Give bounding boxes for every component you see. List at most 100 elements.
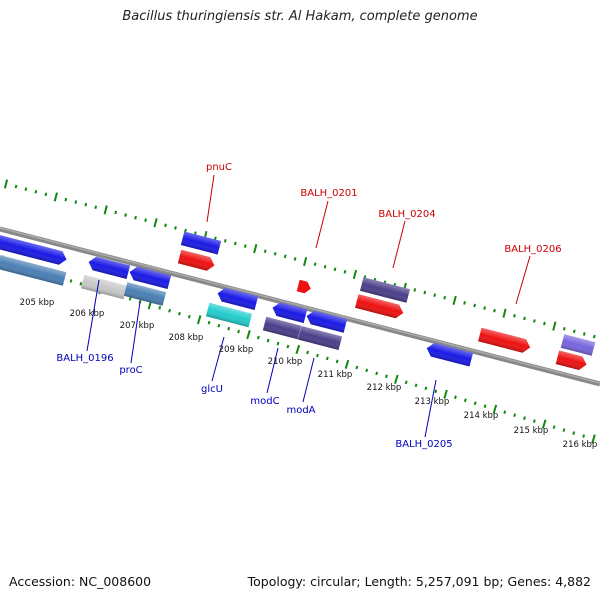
minor-tick (513, 413, 517, 417)
major-tick (591, 434, 596, 444)
label-leader-line (130, 301, 141, 364)
minor-tick (194, 231, 197, 235)
minor-tick (483, 404, 487, 408)
scale-label: 205 kbp (20, 298, 55, 308)
gene-feature-shade (426, 342, 474, 367)
major-tick (552, 321, 557, 331)
minor-tick (483, 306, 486, 310)
minor-tick (454, 395, 457, 400)
minor-tick (316, 353, 319, 358)
label-leader-line (424, 379, 437, 438)
major-tick (103, 205, 108, 215)
minor-tick (463, 301, 466, 305)
minor-tick (503, 410, 507, 414)
gene-feature-shade (272, 302, 308, 324)
minor-tick (562, 326, 566, 331)
minor-tick (74, 200, 78, 204)
minor-tick (94, 205, 98, 210)
minor-tick (174, 226, 177, 230)
upper-tick-track (3, 179, 596, 339)
minor-tick (293, 257, 297, 261)
minor-tick (473, 303, 476, 308)
minor-tick (84, 202, 88, 207)
gene-feature-shade (129, 266, 172, 290)
label-leader-line (266, 347, 279, 394)
minor-tick (237, 329, 241, 334)
gene-label-modA: modA (286, 405, 315, 416)
gene-feature-shade (262, 316, 302, 340)
minor-tick (414, 383, 418, 388)
gene-feature-shade (306, 310, 348, 333)
gene-feature-shade (123, 282, 167, 306)
gene-feature-shade (217, 287, 259, 311)
minor-tick (572, 431, 576, 435)
major-tick (153, 218, 158, 228)
minor-tick (276, 341, 280, 346)
minor-tick (433, 293, 437, 297)
gene-feature-shade (0, 230, 67, 265)
minor-tick (443, 295, 447, 300)
minor-tick (434, 389, 438, 394)
minor-tick (533, 319, 536, 323)
major-tick (443, 389, 448, 399)
minor-tick (217, 323, 221, 328)
minor-tick (128, 297, 132, 301)
major-tick (53, 192, 58, 202)
minor-tick (313, 262, 317, 266)
minor-tick (134, 215, 137, 220)
major-tick (303, 256, 308, 267)
scale-label: 213 kbp (415, 397, 450, 407)
minor-tick (424, 386, 428, 391)
minor-tick (572, 329, 576, 334)
genome-summary-text: Topology: circular; Length: 5,257,091 bp… (247, 574, 591, 589)
minor-tick (543, 321, 546, 326)
label-leader-line (315, 200, 329, 249)
gene-feature-shade (355, 294, 404, 319)
minor-tick (286, 344, 290, 349)
scale-label: 216 kbp (563, 440, 598, 450)
minor-tick (214, 236, 217, 241)
genome-backbone-highlight (0, 227, 600, 384)
major-tick (492, 404, 498, 414)
label-leader-line (86, 279, 100, 352)
label-leader-line (392, 220, 406, 269)
gene-feature[interactable] (296, 279, 313, 295)
label-leader-line (206, 174, 215, 223)
minor-tick (592, 334, 596, 339)
minor-tick (227, 326, 231, 331)
minor-tick (273, 251, 277, 256)
minor-tick (513, 314, 516, 318)
minor-tick (523, 316, 526, 321)
scale-label: 206 kbp (70, 309, 105, 319)
minor-tick (323, 264, 327, 269)
minor-tick (385, 374, 388, 379)
gene-feature-shade (360, 277, 410, 303)
scale-label: 210 kbp (268, 357, 303, 367)
minor-tick (243, 244, 247, 248)
gene-feature-shade (177, 249, 215, 271)
scale-label: 207 kbp (120, 321, 155, 331)
minor-tick (413, 288, 417, 292)
minor-tick (114, 210, 118, 215)
gene-feature-shade (80, 274, 128, 300)
minor-tick (562, 428, 566, 432)
minor-tick (375, 371, 379, 376)
scale-label: 214 kbp (464, 411, 499, 421)
scale-label: 212 kbp (367, 383, 402, 393)
label-leader-line (515, 255, 531, 305)
minor-tick (266, 338, 270, 343)
major-tick (394, 374, 399, 384)
gene-feature-shade (555, 350, 587, 371)
gene-label-modC: modC (250, 396, 279, 407)
gene-feature-shade (180, 231, 222, 255)
scale-labels: 205 kbp 206 kbp 207 kbp 208 kbp 209 kbp … (20, 298, 598, 450)
minor-tick (187, 314, 191, 319)
major-tick (502, 308, 507, 318)
label-leader-line (302, 357, 315, 403)
gene-label-balh-0206: BALH_0206 (504, 244, 561, 255)
minor-tick (582, 434, 586, 438)
gene-label-proC: proC (119, 365, 142, 376)
gene-label-balh-0205: BALH_0205 (395, 439, 452, 450)
major-tick (295, 344, 301, 355)
